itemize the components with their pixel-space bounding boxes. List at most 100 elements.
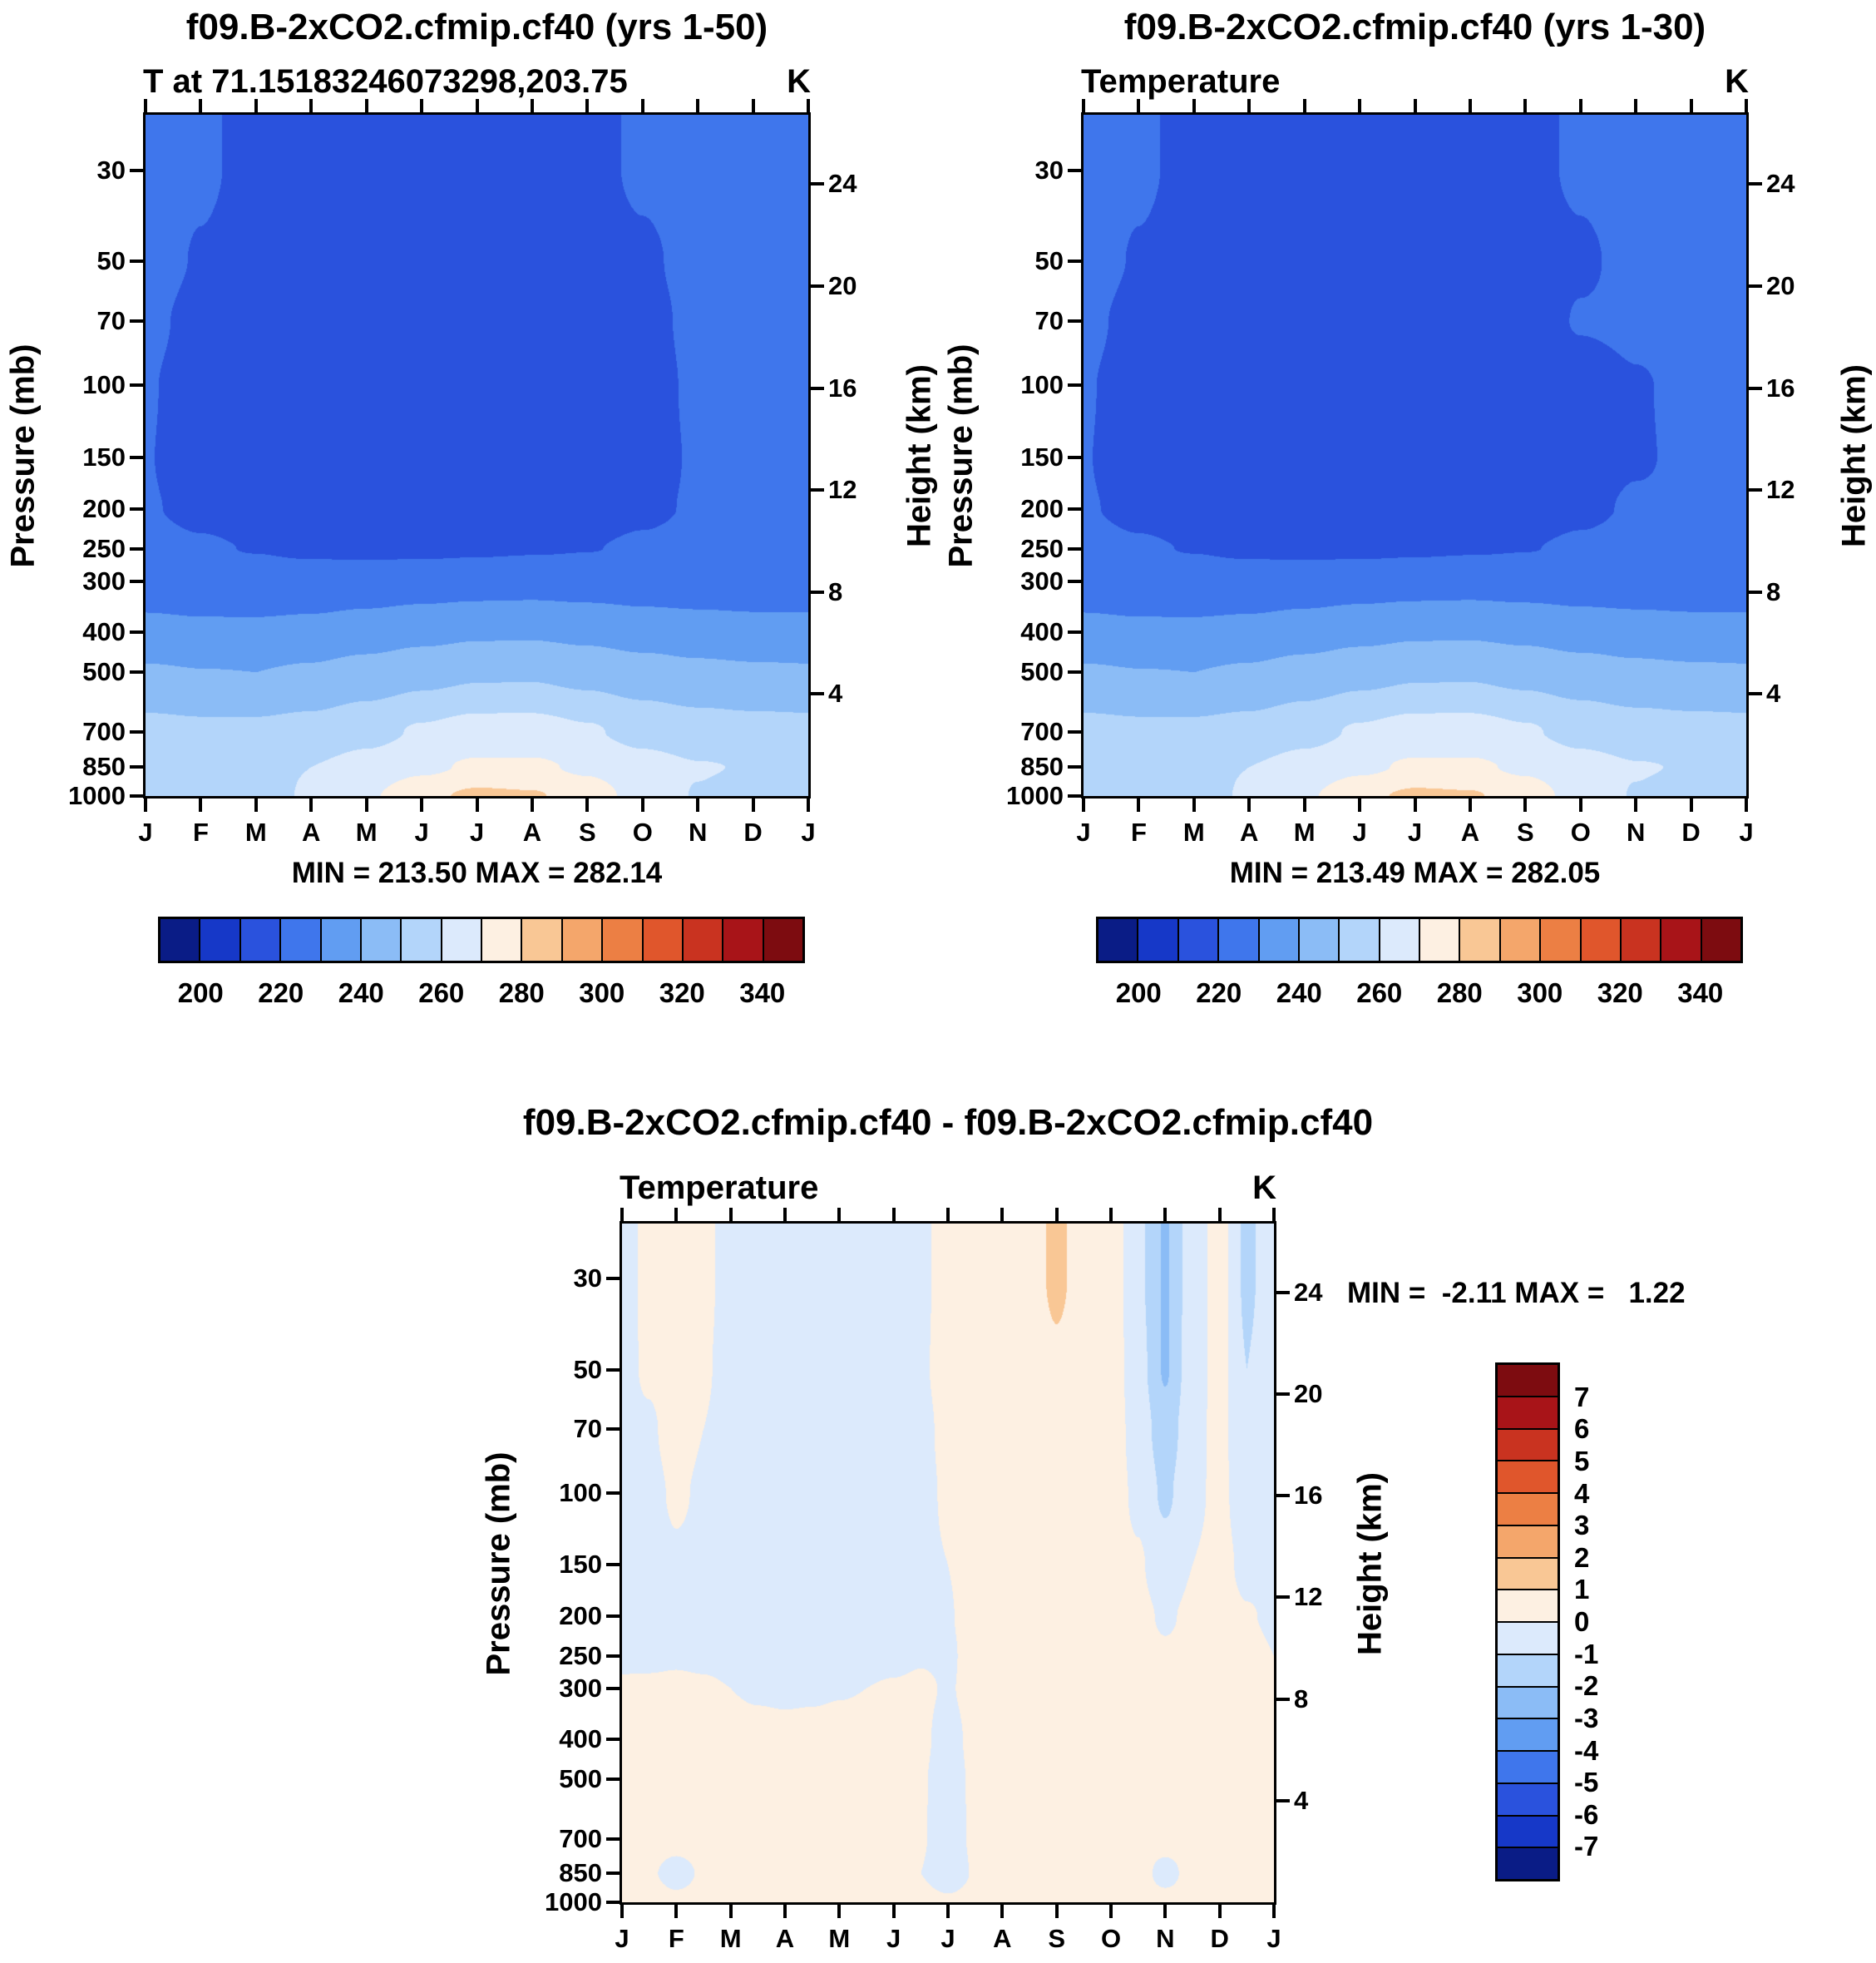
month-tick xyxy=(1413,99,1417,112)
colorbar-cell xyxy=(1498,1718,1558,1750)
height-tick xyxy=(811,284,824,288)
pressure-tick xyxy=(1068,455,1081,459)
month-tick xyxy=(946,1208,950,1221)
pressure-tick xyxy=(606,1901,620,1904)
contour-field-canvas xyxy=(146,115,808,796)
pressure-tick xyxy=(1068,765,1081,769)
month-tick xyxy=(1000,1208,1005,1221)
pressure-tick xyxy=(130,383,143,387)
pressure-tick xyxy=(1068,546,1081,551)
colorbar-cell xyxy=(1257,919,1298,961)
month-tick-label: F xyxy=(668,1924,684,1953)
height-tick xyxy=(1276,1290,1290,1294)
height-tick-label: 12 xyxy=(1766,475,1795,505)
month-tick-label: D xyxy=(1210,1924,1229,1953)
month-tick xyxy=(1689,99,1693,112)
pressure-tick-label: 100 xyxy=(559,1477,602,1507)
colorbar-tick-label: 260 xyxy=(1356,977,1403,1008)
month-tick-label: M xyxy=(244,818,267,847)
chart-title: f09.B-2xCO2.cfmip.cf40 (yrs 1-30) xyxy=(1123,7,1706,47)
colorbar-tick-label: -7 xyxy=(1574,1831,1599,1862)
pressure-tick xyxy=(606,1427,620,1431)
colorbar-cell xyxy=(762,919,802,961)
pressure-tick-label: 850 xyxy=(82,752,126,782)
month-tick xyxy=(585,799,590,812)
chart-title: f09.B-2xCO2.cfmip.cf40 - f09.B-2xCO2.cfm… xyxy=(522,1102,1374,1143)
colorbar-cell xyxy=(1498,1460,1558,1492)
month-tick xyxy=(946,1905,950,1918)
month-tick-label: A xyxy=(522,818,542,847)
contour-plot: J F M A M J J A S O N D J 30 50 70 100 150 200 250 300 400 500… xyxy=(545,1208,1322,1953)
month-tick xyxy=(1634,99,1638,112)
height-tick-label: 16 xyxy=(1766,373,1795,403)
contour-field-canvas xyxy=(1084,115,1746,796)
colorbar-tick-label: 240 xyxy=(338,977,384,1008)
colorbar-cell xyxy=(1700,919,1740,961)
height-tick xyxy=(1276,1798,1290,1802)
height-tick xyxy=(1276,1697,1290,1701)
pressure-tick xyxy=(1068,168,1081,172)
month-tick xyxy=(199,99,203,112)
colorbar-cell xyxy=(1459,919,1499,961)
pressure-tick-label: 30 xyxy=(96,155,126,185)
height-tick-label: 16 xyxy=(828,373,857,403)
pressure-tick xyxy=(606,1837,620,1841)
pressure-tick xyxy=(1068,579,1081,583)
pressure-tick xyxy=(1068,794,1081,798)
height-tick xyxy=(1749,284,1762,288)
month-tick xyxy=(783,1208,787,1221)
colorbar-tick-label: 220 xyxy=(258,977,304,1008)
month-tick xyxy=(1054,1208,1059,1221)
units-label: K xyxy=(1725,63,1749,100)
pressure-tick-label: 70 xyxy=(1034,306,1064,336)
month-tick-label: N xyxy=(1156,1924,1175,1953)
colorbar-tick-label: 300 xyxy=(579,977,625,1008)
month-tick xyxy=(1358,99,1362,112)
height-tick-label: 20 xyxy=(1294,1379,1323,1409)
height-tick-label: 4 xyxy=(828,679,843,709)
month-tick-label: A xyxy=(993,1924,1012,1953)
month-tick xyxy=(1272,1208,1276,1221)
pressure-tick-label: 300 xyxy=(1020,566,1064,596)
colorbar-cell xyxy=(560,919,602,961)
colorbar-cell xyxy=(1338,919,1379,961)
colorbar-tick-label: 260 xyxy=(418,977,465,1008)
month-tick-label: M xyxy=(355,818,378,847)
month-tick-label: A xyxy=(1460,818,1480,847)
month-tick xyxy=(1523,99,1528,112)
month-tick xyxy=(1413,799,1417,812)
colorbar-cell xyxy=(359,919,401,961)
height-axis-title: Height (km) xyxy=(901,364,938,547)
pressure-tick xyxy=(130,168,143,172)
colorbar-cell xyxy=(481,919,521,961)
height-tick-label: 4 xyxy=(1766,679,1781,709)
pressure-tick xyxy=(606,1872,620,1876)
height-tick xyxy=(1276,1494,1290,1498)
month-tick xyxy=(674,1208,679,1221)
month-tick xyxy=(620,1905,624,1918)
month-tick xyxy=(1217,1905,1222,1918)
height-tick-label: 20 xyxy=(1766,270,1795,300)
colorbar-cell xyxy=(1498,1365,1558,1396)
pressure-tick-label: 400 xyxy=(1020,617,1064,647)
pressure-tick xyxy=(606,1367,620,1372)
pressure-tick-label: 150 xyxy=(1020,442,1064,472)
month-tick xyxy=(837,1905,842,1918)
month-tick xyxy=(1000,1905,1005,1918)
pressure-tick-label: 100 xyxy=(82,369,126,399)
month-tick-label: A xyxy=(775,1924,795,1953)
pressure-tick-label: 500 xyxy=(1020,657,1064,687)
pressure-tick xyxy=(130,455,143,459)
month-tick-label: O xyxy=(1570,818,1591,847)
month-tick-label: J xyxy=(414,818,429,847)
colorbar-cell xyxy=(1177,919,1218,961)
month-tick-label: J xyxy=(469,818,485,847)
chart-subtitle: Temperature xyxy=(620,1169,819,1206)
month-tick xyxy=(1745,799,1748,812)
minmax-label: MIN = 213.49 MAX = 282.05 xyxy=(1229,857,1601,889)
colorbar-tick-label: 4 xyxy=(1574,1477,1590,1509)
colorbar-tick-label: -6 xyxy=(1574,1798,1599,1830)
pressure-tick xyxy=(606,1277,620,1281)
colorbar-tick-label: -2 xyxy=(1574,1670,1599,1702)
colorbar-cell xyxy=(1498,1395,1558,1428)
